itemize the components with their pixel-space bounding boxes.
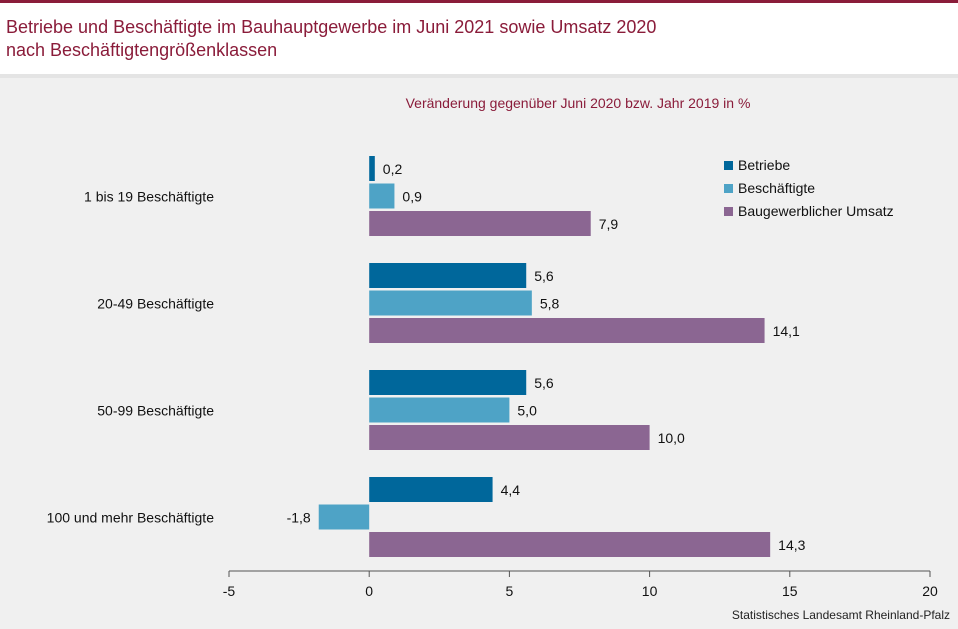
data-label: 14,1 <box>773 323 800 339</box>
legend-swatch <box>724 184 733 193</box>
data-label: 0,2 <box>383 161 403 177</box>
data-label: 7,9 <box>599 216 619 232</box>
x-tick-label: -5 <box>223 583 236 599</box>
bar <box>369 318 765 343</box>
bar <box>369 211 591 236</box>
data-label: 0,9 <box>402 189 422 205</box>
data-label: 10,0 <box>658 430 685 446</box>
x-tick-label: 10 <box>642 583 658 599</box>
data-label: 5,6 <box>534 375 554 391</box>
data-label: 5,8 <box>540 296 560 312</box>
bar <box>369 183 395 209</box>
data-label: 5,0 <box>517 403 537 419</box>
bar <box>369 156 375 181</box>
x-tick-label: 15 <box>782 583 798 599</box>
legend-swatch <box>724 161 733 170</box>
bar <box>318 504 370 530</box>
category-label: 1 bis 19 Beschäftigte <box>84 189 214 205</box>
x-tick-label: 0 <box>365 583 373 599</box>
legend-label: Betriebe <box>738 157 790 173</box>
data-label: 14,3 <box>778 537 805 553</box>
x-tick-label: 5 <box>506 583 514 599</box>
data-label: -1,8 <box>287 510 311 526</box>
data-label: 5,6 <box>534 268 554 284</box>
category-label: 50-99 Beschäftigte <box>97 403 214 419</box>
category-label: 20-49 Beschäftigte <box>97 296 214 312</box>
legend-label: Baugewerblicher Umsatz <box>738 203 894 219</box>
top-rule <box>0 0 958 3</box>
x-tick-label: 20 <box>922 583 938 599</box>
legend-swatch <box>724 207 733 216</box>
bar <box>369 370 527 395</box>
bar <box>369 532 771 557</box>
bar <box>369 290 532 316</box>
chart-title: Betriebe und Beschäftigte im Bauhauptgew… <box>6 16 946 62</box>
bar <box>369 397 510 423</box>
legend-label: Beschäftigte <box>738 180 815 196</box>
title-line-1: Betriebe und Beschäftigte im Bauhauptgew… <box>6 17 657 37</box>
title-line-2: nach Beschäftigtengrößenklassen <box>6 40 278 60</box>
bar <box>369 477 493 502</box>
category-label: 100 und mehr Beschäftigte <box>47 510 215 526</box>
bar <box>369 425 650 450</box>
bar <box>369 263 527 288</box>
chart-subtitle: Veränderung gegenüber Juni 2020 bzw. Jah… <box>406 95 751 111</box>
source-note: Statistisches Landesamt Rheinland-Pfalz <box>731 608 950 622</box>
data-label: 4,4 <box>501 482 521 498</box>
